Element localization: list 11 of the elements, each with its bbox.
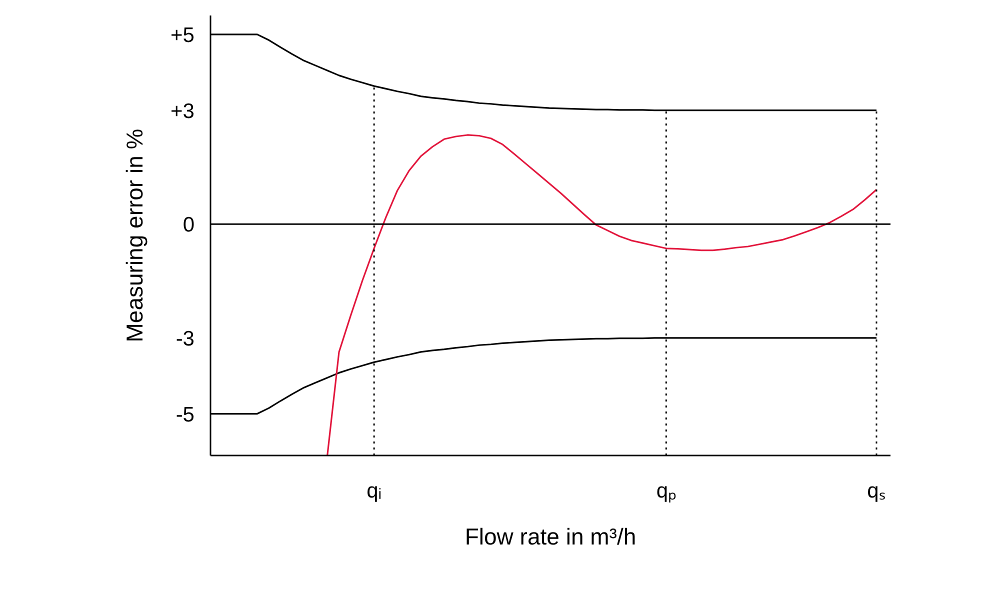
line-series (326, 134, 878, 456)
y-axis-title: Measuring error in % (122, 128, 148, 342)
x-tick-label: qₚ (656, 480, 676, 504)
y-tick-label: +5 (170, 24, 195, 47)
y-tick-label: 0 (182, 214, 195, 237)
x-tick-label: qₛ (867, 480, 886, 502)
y-tick-label: -5 (176, 403, 195, 426)
y-tick-label: +3 (170, 100, 195, 123)
x-axis-title: Flow rate in m³/h (464, 524, 636, 550)
y-tick-label: -3 (176, 327, 195, 350)
x-tick-label: qᵢ (366, 480, 382, 502)
